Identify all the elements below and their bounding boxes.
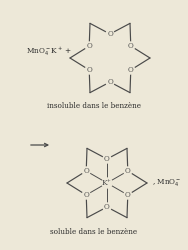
Circle shape <box>103 203 111 211</box>
Circle shape <box>106 78 114 86</box>
Circle shape <box>82 167 90 175</box>
Text: O: O <box>125 167 131 175</box>
Text: MnO$_4^-$K$^+$ +: MnO$_4^-$K$^+$ + <box>26 46 72 58</box>
Text: O: O <box>83 191 89 199</box>
Text: O: O <box>86 66 92 74</box>
Circle shape <box>103 155 111 163</box>
Circle shape <box>85 42 93 50</box>
Text: O: O <box>83 167 89 175</box>
Text: O: O <box>107 30 113 38</box>
Text: O: O <box>125 191 131 199</box>
Text: O: O <box>104 155 110 163</box>
Circle shape <box>102 178 112 188</box>
Text: O: O <box>86 42 92 50</box>
Circle shape <box>106 30 114 38</box>
Circle shape <box>124 191 132 199</box>
Text: insoluble dans le benzène: insoluble dans le benzène <box>47 102 141 110</box>
Circle shape <box>85 66 93 74</box>
Text: K⁺: K⁺ <box>102 179 112 187</box>
Text: O: O <box>104 203 110 211</box>
Circle shape <box>127 42 135 50</box>
Circle shape <box>127 66 135 74</box>
Text: O: O <box>128 42 134 50</box>
Text: soluble dans le benzène: soluble dans le benzène <box>50 228 138 236</box>
Circle shape <box>82 191 90 199</box>
Text: O: O <box>128 66 134 74</box>
Text: , MnO$_4^-$: , MnO$_4^-$ <box>152 178 181 188</box>
Text: O: O <box>107 78 113 86</box>
Circle shape <box>124 167 132 175</box>
